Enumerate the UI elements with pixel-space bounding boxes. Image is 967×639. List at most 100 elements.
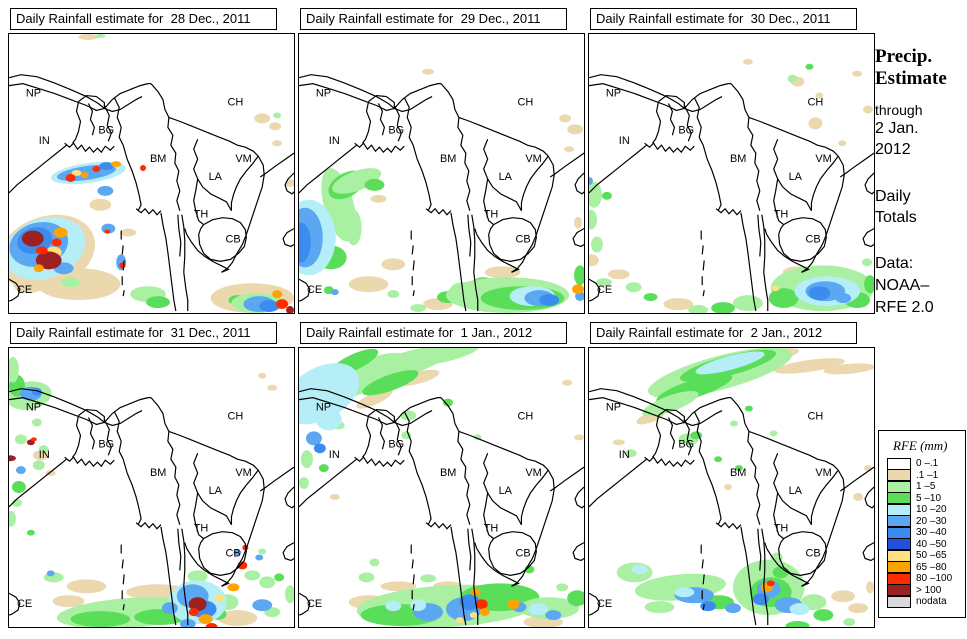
legend-label: 50 –65 xyxy=(916,550,947,562)
country-border xyxy=(702,459,722,525)
country-border xyxy=(589,74,685,109)
rainfall-blob xyxy=(625,282,642,293)
country-border xyxy=(458,116,549,157)
country-border xyxy=(64,142,115,154)
legend-swatch xyxy=(887,538,911,551)
country-border xyxy=(702,145,722,211)
rainfall-blob xyxy=(852,70,863,77)
country-border xyxy=(368,408,395,423)
rainfall-blob xyxy=(51,238,62,247)
rainfall-blob xyxy=(572,284,584,295)
country-border xyxy=(761,214,769,312)
country-label-ch: CH xyxy=(227,96,243,108)
country-border xyxy=(549,466,584,492)
rainfall-blob xyxy=(768,288,799,309)
rainfall-panel-2: Daily Rainfall estimate for 29 Dec., 201… xyxy=(298,8,585,314)
country-border xyxy=(299,397,395,426)
country-border xyxy=(778,531,827,576)
country-border xyxy=(9,83,105,112)
rainfall-blob xyxy=(140,165,147,172)
country-label-th: TH xyxy=(774,523,789,535)
country-label-la: LA xyxy=(499,485,513,497)
country-label-bm: BM xyxy=(440,153,456,165)
country-border xyxy=(160,526,177,626)
country-border xyxy=(471,528,479,626)
country-label-ch: CH xyxy=(227,410,243,422)
country-label-ce: CE xyxy=(307,598,322,610)
country-border xyxy=(801,469,845,587)
country-border xyxy=(122,574,125,585)
country-border xyxy=(259,152,294,178)
country-border xyxy=(764,228,768,235)
country-border xyxy=(864,172,874,195)
country-border xyxy=(403,97,414,146)
rainfall-blob xyxy=(358,572,375,583)
rainfall-blob xyxy=(732,295,763,312)
rainfall-blob xyxy=(26,529,35,536)
rainfall-blob xyxy=(146,296,170,309)
rainfall-blob xyxy=(410,599,427,612)
country-label-ch: CH xyxy=(807,96,823,108)
country-border xyxy=(766,234,810,273)
legend-row: 80 –100 xyxy=(887,572,965,585)
rainfall-panel-4: Daily Rainfall estimate for 31 Dec., 201… xyxy=(8,322,295,628)
rainfall-blob xyxy=(574,434,584,441)
rainfall-blob xyxy=(35,251,62,270)
country-border xyxy=(412,145,432,211)
rainfall-blob xyxy=(30,437,37,442)
rainfall-blob xyxy=(9,510,16,527)
rainfall-blob xyxy=(9,356,19,383)
legend-label: 65 –80 xyxy=(916,561,947,573)
country-label-bg: BG xyxy=(678,438,694,450)
rainfall-blob xyxy=(92,166,101,173)
country-border xyxy=(72,101,82,144)
country-border xyxy=(701,559,704,569)
rainfall-blob xyxy=(35,246,48,255)
country-border xyxy=(773,178,785,226)
country-border xyxy=(368,94,395,109)
rainfall-blob xyxy=(589,254,599,267)
rainfall-blob xyxy=(329,493,340,500)
rainfall-blob xyxy=(835,293,852,304)
rainfall-blob xyxy=(255,554,264,561)
rainfall-blob xyxy=(644,601,675,614)
country-border xyxy=(757,214,762,257)
rainfall-blob xyxy=(258,548,267,555)
rainfall-blob xyxy=(744,405,753,412)
country-border xyxy=(652,101,662,144)
country-label-ce: CE xyxy=(17,284,32,296)
rainfall-blob xyxy=(601,191,612,200)
country-label-bm: BM xyxy=(150,153,166,165)
country-border xyxy=(425,521,452,530)
rainfall-blob xyxy=(864,465,873,472)
country-border xyxy=(160,212,177,312)
legend-row: 1 –5 xyxy=(887,480,965,493)
rainfall-blob xyxy=(315,408,342,431)
rainfall-blob xyxy=(313,443,326,454)
country-border xyxy=(64,456,115,468)
country-border xyxy=(362,101,372,144)
panel-title: Daily Rainfall estimate for 28 Dec., 201… xyxy=(10,8,277,30)
country-border xyxy=(393,397,442,423)
rainfall-blob xyxy=(848,603,869,614)
country-label-np: NP xyxy=(606,88,621,100)
country-border xyxy=(150,83,181,211)
country-border xyxy=(393,419,402,456)
country-border xyxy=(259,466,294,492)
rainfall-blob xyxy=(97,185,114,196)
panel-map: NP IN BG BM CH VM LA TH CB CE xyxy=(588,347,875,628)
country-border xyxy=(667,417,676,450)
country-border xyxy=(299,83,395,112)
legend-label: .1 –1 xyxy=(916,469,939,481)
sidebar-heading-line2: Estimate xyxy=(875,68,947,89)
country-border xyxy=(122,604,125,611)
panel-map: NP IN BG BM CH VM LA TH CB CE xyxy=(588,33,875,314)
country-label-la: LA xyxy=(789,171,803,183)
country-border xyxy=(354,456,405,468)
legend-row: 65 –80 xyxy=(887,561,965,574)
rainfall-blob xyxy=(643,293,658,302)
rainfall-blob xyxy=(244,570,261,581)
country-border xyxy=(757,528,762,571)
country-border xyxy=(862,228,874,248)
country-border xyxy=(488,531,537,576)
